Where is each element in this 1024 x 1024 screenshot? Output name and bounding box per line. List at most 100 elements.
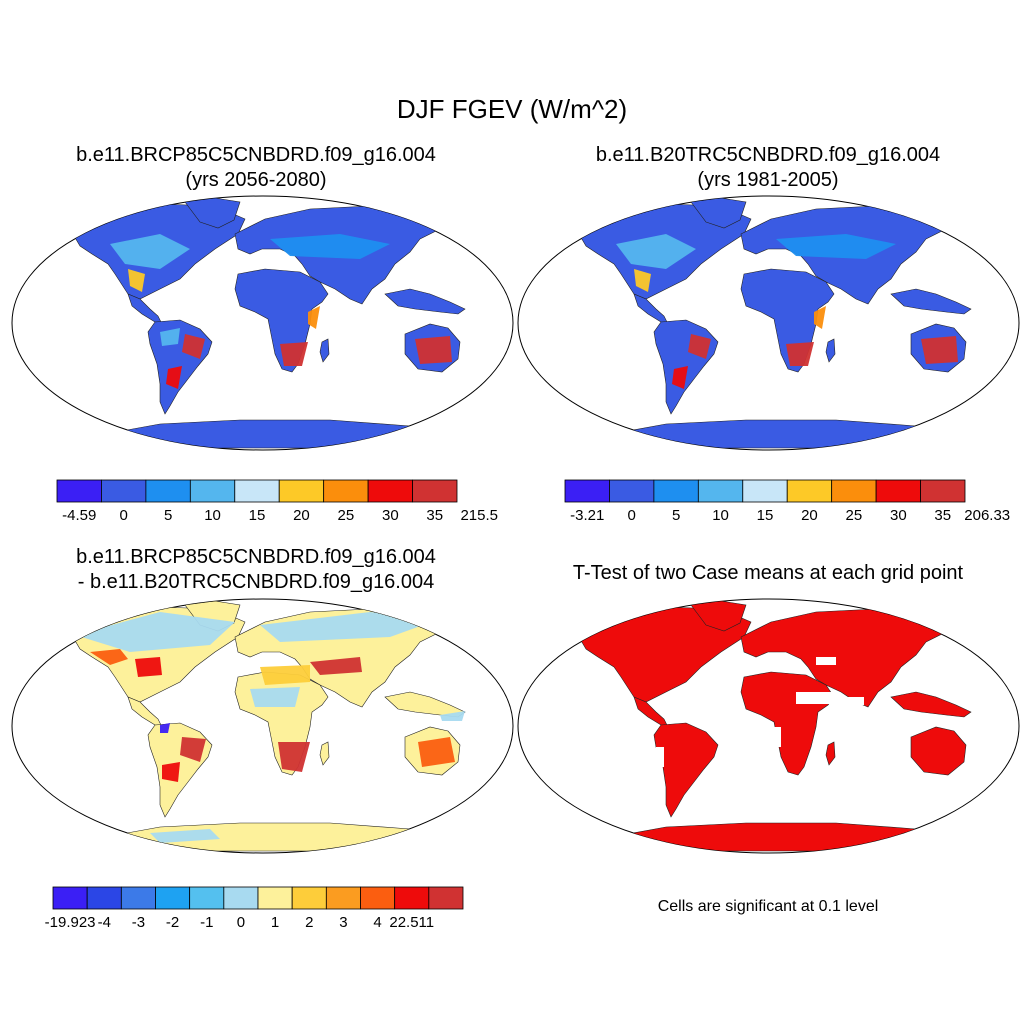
colorbar-swatch xyxy=(278,479,325,503)
colorbar-label: 20 xyxy=(801,507,818,524)
value-region xyxy=(776,234,896,259)
value-region xyxy=(672,366,688,389)
non-significant-area xyxy=(796,692,836,704)
colorbar-label: -4.59 xyxy=(62,507,96,524)
colorbar-label: 2 xyxy=(305,914,313,931)
non-significant-area xyxy=(936,717,950,723)
colorbar-swatch xyxy=(223,886,259,910)
value-region xyxy=(308,306,320,329)
value-region xyxy=(616,234,696,269)
colorbar-swatch xyxy=(786,479,833,503)
colorbar-swatch xyxy=(189,479,236,503)
colorbar-label: 22.511 xyxy=(389,914,434,931)
ttest-panel-title: T-Test of two Case means at each grid po… xyxy=(572,562,964,584)
colorbar-label: 215.5 xyxy=(460,507,498,524)
colorbar-swatch xyxy=(101,479,147,503)
colorbar-swatch xyxy=(920,479,966,503)
difference-map xyxy=(11,598,514,854)
value-region xyxy=(75,612,235,652)
colorbar-label: 20 xyxy=(293,507,310,524)
value-region xyxy=(180,737,206,762)
colorbar-label: -1 xyxy=(200,914,213,931)
value-region xyxy=(182,334,205,359)
colorbar-label: -2 xyxy=(166,914,179,931)
value-region xyxy=(160,723,170,733)
colorbar-label: 15 xyxy=(249,507,266,524)
value-region xyxy=(310,657,362,675)
colorbar-swatch xyxy=(609,479,655,503)
colorbar-label: 10 xyxy=(204,507,221,524)
difference-colorbar: -19.923 -4 -3 -2 -1 0 1 2 3 4 22.511 xyxy=(45,886,464,931)
value-region xyxy=(786,342,814,366)
colorbar-swatch xyxy=(564,479,610,503)
case-map xyxy=(11,195,514,451)
land-seasia xyxy=(384,288,466,315)
colorbar-label: 30 xyxy=(382,507,399,524)
colorbar-label: 0 xyxy=(237,914,245,931)
difference-panel-subtitle: - b.e11.B20TRC5CNBDRD.f09_g16.004 xyxy=(77,571,435,593)
value-region xyxy=(418,737,455,767)
control-map xyxy=(517,195,1020,451)
colorbar-swatch xyxy=(325,886,361,910)
colorbar-label: -3.21 xyxy=(570,507,604,524)
value-region xyxy=(250,687,300,707)
colorbar-label: 0 xyxy=(119,507,127,524)
colorbar-swatch xyxy=(155,886,191,910)
colorbar-swatch xyxy=(234,479,280,503)
colorbar-swatch xyxy=(742,479,788,503)
colorbar-swatch xyxy=(323,479,369,503)
colorbar-swatch xyxy=(697,479,744,503)
land-madagascar xyxy=(825,741,836,766)
non-significant-area xyxy=(816,657,836,665)
value-region xyxy=(415,336,452,364)
colorbar-swatch xyxy=(831,479,877,503)
colorbar-swatch xyxy=(257,886,293,910)
value-region xyxy=(921,336,958,364)
colorbar-swatch xyxy=(56,479,102,503)
value-region xyxy=(270,234,390,259)
colorbar-swatch xyxy=(120,886,156,910)
colorbar-swatch xyxy=(394,886,430,910)
colorbar-label: 4 xyxy=(373,914,381,931)
difference-panel-title: b.e11.BRCP85C5CNBDRD.f09_g16.004 xyxy=(76,546,436,568)
value-region xyxy=(90,649,128,665)
land-madagascar xyxy=(319,741,330,766)
case-panel-title: b.e11.BRCP85C5CNBDRD.f09_g16.004 xyxy=(76,144,436,166)
colorbar-label: -4 xyxy=(98,914,111,931)
value-region xyxy=(162,762,180,782)
ttest-significance-map xyxy=(517,598,1020,854)
colorbar-swatch xyxy=(653,479,699,503)
value-region xyxy=(260,612,440,642)
non-significant-area xyxy=(576,657,596,667)
land-seasia xyxy=(890,288,972,315)
colorbar-swatch xyxy=(145,479,191,503)
colorbar-label: -19.923 xyxy=(45,914,96,931)
value-region xyxy=(260,665,310,685)
colorbar-swatch xyxy=(360,886,396,910)
case-panel-years: (yrs 2056-2080) xyxy=(185,169,327,191)
colorbar-swatch xyxy=(52,886,88,910)
value-region xyxy=(814,306,826,329)
colorbar-label: 35 xyxy=(426,507,443,524)
colorbar-label: -3 xyxy=(132,914,145,931)
colorbar-label: 206.33 xyxy=(964,507,1010,524)
land-madagascar xyxy=(319,338,330,363)
colorbar-label: 3 xyxy=(339,914,347,931)
land-australia xyxy=(910,726,967,776)
land-seasia xyxy=(890,691,972,718)
value-region xyxy=(135,657,162,677)
figure-title: DJF FGEV (W/m^2) xyxy=(396,94,628,124)
colorbar-swatch xyxy=(428,886,464,910)
colorbar-swatch xyxy=(367,479,413,503)
colorbar-label: 1 xyxy=(271,914,279,931)
colorbar-label: 25 xyxy=(338,507,355,524)
value-region xyxy=(160,328,180,346)
colorbar-swatch xyxy=(86,886,122,910)
non-significant-area xyxy=(846,697,864,705)
colorbar-label: 5 xyxy=(164,507,172,524)
colorbar-label: 10 xyxy=(712,507,729,524)
land-madagascar xyxy=(825,338,836,363)
colorbar-swatch xyxy=(412,479,458,503)
colorbar-swatch xyxy=(291,886,327,910)
control-panel-title: b.e11.B20TRC5CNBDRD.f09_g16.004 xyxy=(595,144,941,166)
